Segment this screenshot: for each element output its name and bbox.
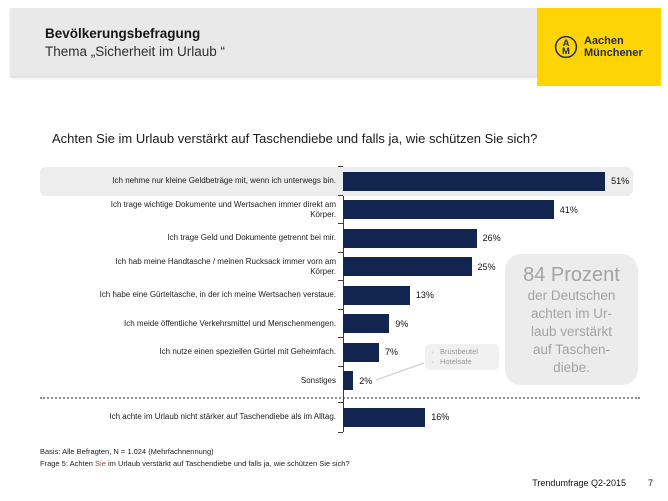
bar (343, 407, 426, 427)
annotation-item: · Hotelsafe (431, 357, 495, 367)
annotation-item: · Brustbeutel (431, 347, 495, 357)
bar-track: 7% (338, 337, 633, 367)
frage-highlight: Sie (95, 459, 106, 468)
page-subtitle: Thema „Sicherheit im Urlaub “ (45, 44, 226, 59)
bar-value-label: 41% (559, 204, 578, 215)
chart-row: Ich habe eine Gürteltasche, in der ich m… (40, 280, 633, 310)
chart-row: Ich trage Geld und Dokumente getrennt be… (40, 223, 633, 253)
annotation-label: Brustbeutel (440, 347, 478, 356)
bar-value-label: 9% (395, 318, 409, 329)
logo: A M Aachen Münchener (537, 8, 661, 86)
annotation-leader-line (375, 362, 425, 381)
chart-row: Ich nehme nur kleine Geldbeträge mit, we… (40, 166, 633, 196)
dotted-line (40, 397, 640, 399)
annotation-label: Hotelsafe (440, 357, 472, 366)
bar-chart: Ich nehme nur kleine Geldbeträge mit, we… (40, 166, 640, 432)
chart-row: Ich trage wichtige Dokumente und Wertsac… (40, 194, 633, 225)
footnote-frage: Frage 5: Achten Sie im Urlaub verstärkt … (40, 459, 350, 468)
bar-label: Ich meide öffentliche Verkehrsmittel und… (124, 318, 336, 328)
bar-track: 26% (338, 223, 633, 253)
bar (343, 371, 354, 391)
bar (343, 257, 472, 277)
chart-row: Ich nutze einen speziellen Gürtel mit Ge… (40, 337, 633, 367)
callout-headline: 84 Prozent (523, 264, 620, 286)
svg-text:M: M (562, 46, 570, 57)
slide-footer: Trendumfrage Q2-2015 7 (532, 478, 653, 488)
dotted-separator (40, 397, 640, 403)
bar (343, 314, 390, 334)
bar-value-label: 26% (482, 233, 501, 244)
bar-value-label: 2% (359, 375, 373, 386)
svg-text:A: A (563, 38, 570, 49)
sonstiges-annotation: · Brustbeutel · Hotelsafe (425, 344, 499, 370)
bar-track: 41% (338, 194, 633, 225)
bullet-icon: · (431, 347, 434, 356)
bar-value-label: 51% (611, 176, 630, 187)
bar-value-label: 25% (477, 261, 496, 272)
bar-track: 2% (338, 365, 633, 396)
bar-value-label: 13% (415, 290, 434, 301)
bar-track: 13% (338, 280, 633, 310)
bar (343, 228, 477, 248)
bar-label: Ich hab meine Handtasche / meinen Rucksa… (115, 256, 336, 276)
frage-prefix: Frage 5: Achten (40, 459, 96, 468)
footnote-basis: Basis: Alle Befragten, N = 1.024 (Mehrfa… (40, 447, 214, 456)
bar-track: 25% (338, 251, 633, 282)
aachen-muenchener-monogram-icon: A M (554, 35, 578, 59)
bar-label: Ich achte im Urlaub nicht stärker auf Ta… (109, 412, 336, 422)
bar-label: Sonstiges (300, 375, 336, 385)
bar-label: Ich trage Geld und Dokumente getrennt be… (167, 233, 336, 243)
bar-label: Ich nutze einen speziellen Gürtel mit Ge… (159, 347, 336, 357)
bullet-icon: · (431, 357, 434, 366)
chart-row: Sonstiges 2% (40, 365, 633, 396)
key-finding-callout: 84 Prozent der Deutschen achten im Ur- l… (505, 254, 638, 385)
logo-line1: Aachen (584, 35, 624, 47)
logo-wordmark: Aachen Münchener (584, 35, 643, 59)
bar-value-label: 7% (384, 347, 398, 358)
header-band: Bevölkerungsbefragung Thema „Sicherheit … (10, 8, 537, 76)
bar-label: Ich habe eine Gürteltasche, in der ich m… (99, 290, 336, 300)
bar (343, 342, 379, 362)
bar-label: Ich nehme nur kleine Geldbeträge mit, we… (112, 176, 336, 186)
chart-row: Ich hab meine Handtasche / meinen Rucksa… (40, 251, 633, 282)
chart-question-title: Achten Sie im Urlaub verstärkt auf Tasch… (52, 131, 538, 146)
page-number: 7 (647, 478, 653, 488)
bar (343, 171, 606, 191)
chart-row: Ich meide öffentliche Verkehrsmittel und… (40, 308, 633, 339)
bar (343, 285, 410, 305)
bar (343, 200, 554, 220)
chart-row: Ich achte im Urlaub nicht stärker auf Ta… (40, 402, 633, 432)
bar-label: Ich trage wichtige Dokumente und Wertsac… (110, 199, 336, 219)
page-title: Bevölkerungsbefragung (45, 26, 201, 41)
callout-body: der Deutschen achten im Ur- laub verstär… (527, 288, 616, 375)
bar-value-label: 16% (431, 412, 450, 423)
frage-suffix: im Urlaub verstärkt auf Taschendiebe und… (105, 459, 350, 468)
source-label: Trendumfrage Q2-2015 (532, 478, 626, 488)
bar-track: 51% (338, 166, 633, 196)
bar-track: 9% (338, 308, 633, 339)
header-text: Bevölkerungsbefragung Thema „Sicherheit … (10, 8, 537, 61)
logo-line2: Münchener (584, 47, 643, 59)
bar-track: 16% (338, 402, 633, 432)
